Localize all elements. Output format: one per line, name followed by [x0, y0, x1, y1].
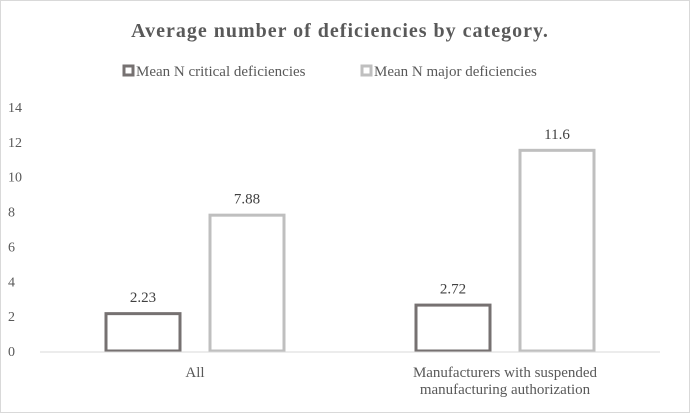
legend-swatch-1: [122, 64, 135, 77]
y-tick-label: 6: [8, 240, 15, 255]
y-tick-label: 4: [8, 275, 15, 290]
y-tick-label: 14: [8, 101, 22, 116]
data-label-2-1: 7.88: [234, 192, 260, 208]
legend-label-2: Mean N major deficiencies: [374, 64, 537, 80]
bars: [104, 148, 596, 353]
legend: Mean N critical deficiencies Mean N major…: [122, 64, 537, 80]
y-tick-label: 12: [8, 136, 22, 151]
y-tick-label: 0: [8, 345, 15, 360]
y-tick-label: 10: [8, 171, 22, 186]
bar-2-2: [518, 148, 596, 353]
data-label-1-2: 2.72: [440, 282, 466, 298]
bar-1-1: [104, 312, 182, 353]
legend-swatch-2: [360, 64, 373, 77]
bar-2-1: [208, 213, 286, 353]
data-label-1-1: 2.23: [130, 290, 156, 306]
x-category-label: Manufacturers with suspended: [413, 365, 598, 381]
y-tick-label: 2: [8, 310, 15, 325]
data-labels: 2.23 7.88 2.72 11.6: [130, 127, 570, 306]
x-category-label: All: [185, 365, 204, 381]
x-category-label: manufacturing authorization: [420, 382, 591, 398]
y-tick-label: 8: [8, 206, 15, 221]
legend-label-1: Mean N critical deficiencies: [136, 64, 306, 80]
chart-title: Average number of deficiencies by catego…: [131, 20, 549, 42]
y-axis: 0 2 4 6 8 10 12 14: [8, 101, 22, 360]
data-label-2-2: 11.6: [544, 127, 570, 143]
x-axis: All Manufacturers with suspendedmanufactu…: [40, 351, 660, 398]
bar-1-2: [414, 303, 492, 353]
